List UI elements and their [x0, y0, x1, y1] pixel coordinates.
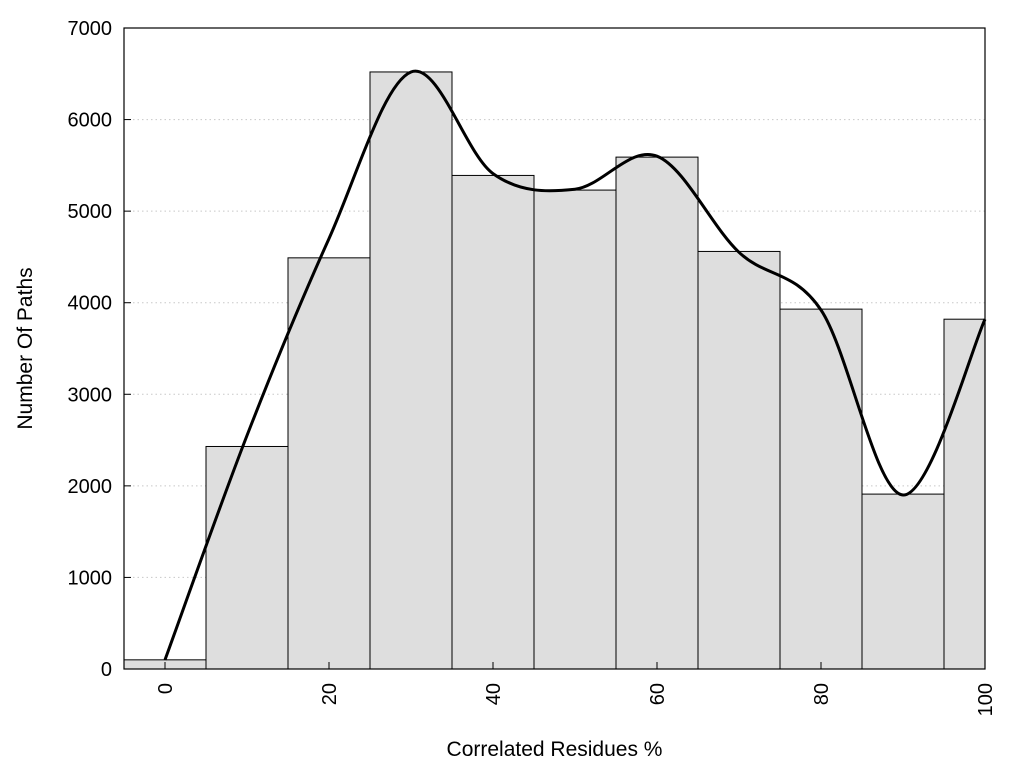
y-tick-label: 7000 [68, 18, 113, 40]
y-axis-title: Number Of Paths [14, 267, 37, 429]
bar [615, 156, 699, 670]
bar [861, 493, 945, 670]
x-tick-label: 0 [155, 683, 177, 694]
x-tick-label: 80 [811, 683, 833, 705]
bars [123, 71, 986, 670]
y-tick-label: 4000 [68, 293, 113, 315]
y-tick-label: 0 [101, 659, 112, 681]
bar [697, 250, 781, 670]
bar [451, 174, 535, 670]
bar [369, 71, 453, 670]
y-tick-label: 6000 [68, 110, 113, 132]
y-tick-label: 2000 [68, 476, 113, 498]
y-tick-label: 5000 [68, 201, 113, 223]
smooth-curve [163, 69, 987, 661]
bar [287, 257, 371, 670]
x-tick-label: 60 [647, 683, 669, 705]
x-axis-title: Correlated Residues % [447, 738, 663, 761]
x-tick-label: 20 [319, 683, 341, 705]
plot-frame [123, 27, 986, 670]
y-tick-label: 3000 [68, 384, 113, 406]
bar [205, 445, 289, 670]
y-tick-label: 1000 [68, 567, 113, 589]
bar [533, 189, 617, 670]
x-tick-label: 40 [483, 683, 505, 705]
y-axis-ticks: 0 1000 2000 3000 4000 5000 6000 7000 [68, 18, 131, 681]
x-tick-label: 100 [975, 683, 997, 716]
x-axis-ticks: 0 20 40 60 80 100 [155, 662, 997, 716]
bar [779, 308, 863, 670]
